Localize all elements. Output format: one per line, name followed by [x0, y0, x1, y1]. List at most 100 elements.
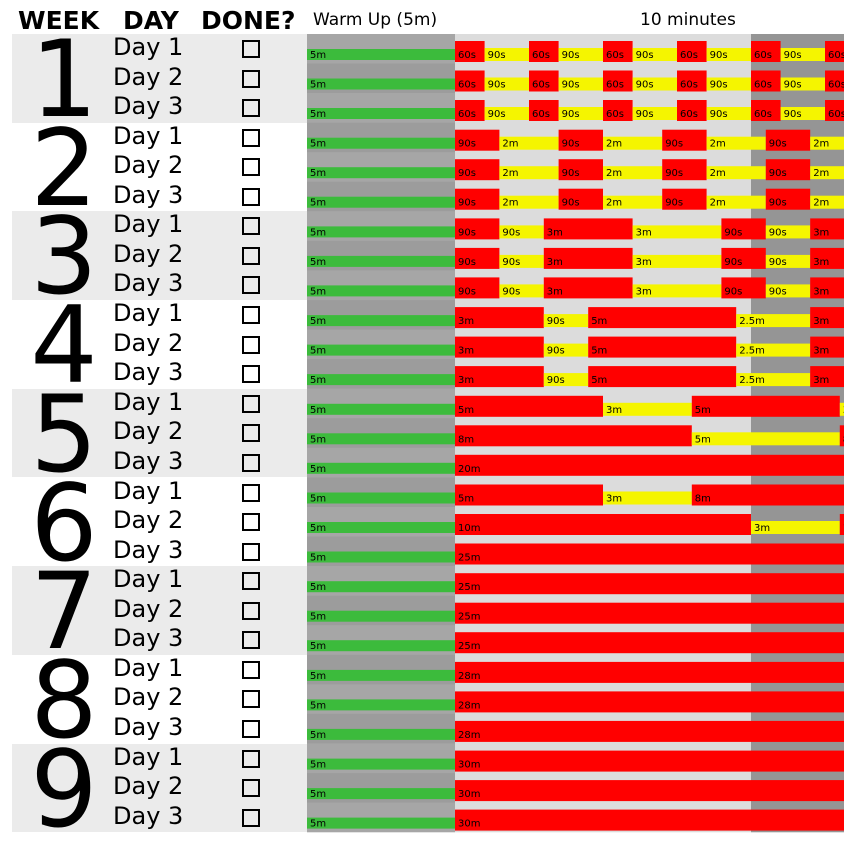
run-interval-bar	[455, 573, 844, 595]
done-checkbox[interactable]	[242, 158, 260, 177]
warmup-bar	[307, 788, 455, 800]
walk-interval-label: 2m	[813, 168, 829, 179]
warmup-bar	[307, 610, 455, 622]
warmup-bar	[307, 462, 455, 474]
warmup-bar	[307, 551, 455, 563]
done-checkbox[interactable]	[242, 660, 260, 679]
done-checkbox[interactable]	[242, 394, 260, 413]
walk-interval-bar	[736, 343, 811, 357]
warmup-bar-label: 5m	[310, 109, 326, 120]
run-interval-bar	[543, 247, 633, 269]
run-interval-bar	[455, 70, 485, 92]
warmup-bar-label: 5m	[310, 464, 326, 475]
run-interval-bar	[455, 41, 485, 62]
warmup-bar	[307, 433, 455, 445]
walk-interval-label: 90s	[562, 80, 580, 91]
done-checkbox[interactable]	[242, 631, 260, 650]
done-checkbox[interactable]	[242, 276, 260, 295]
run-interval-label: 60s	[458, 109, 476, 120]
done-checkbox[interactable]	[242, 719, 260, 738]
run-interval-bar	[765, 159, 811, 181]
run-interval-label: 8m	[695, 494, 711, 505]
run-interval-label: 25m	[458, 612, 480, 623]
done-checkbox[interactable]	[242, 542, 260, 561]
week-number: 4	[30, 284, 98, 408]
run-interval-label: 60s	[606, 50, 624, 61]
done-checkbox[interactable]	[242, 601, 260, 620]
day-label: Day 3	[113, 535, 184, 564]
done-checkbox[interactable]	[242, 690, 260, 709]
done-checkbox[interactable]	[242, 453, 260, 472]
walk-interval-bar	[780, 48, 825, 61]
done-checkbox[interactable]	[242, 335, 260, 354]
warmup-bar	[307, 49, 455, 60]
run-interval-label: 28m	[458, 671, 480, 682]
walk-interval-bar	[632, 107, 677, 120]
walk-interval-bar	[810, 166, 844, 180]
walk-interval-label: 3m	[606, 405, 622, 416]
run-interval-label: 3m	[813, 375, 829, 386]
day-label: Day 2	[113, 506, 184, 534]
day-label: Day 2	[113, 62, 184, 91]
done-checkbox[interactable]	[242, 424, 260, 443]
walk-interval-label: 3m	[754, 523, 770, 534]
week-number: 6	[30, 461, 98, 585]
run-interval-label: 60s	[532, 109, 550, 120]
walk-interval-label: 3m	[636, 286, 652, 297]
done-checkbox[interactable]	[242, 40, 260, 58]
run-interval-label: 90s	[562, 139, 580, 150]
run-interval-label: 90s	[458, 286, 476, 297]
done-checkbox[interactable]	[242, 187, 260, 206]
done-checkbox[interactable]	[242, 306, 260, 325]
run-interval-bar	[455, 336, 544, 358]
run-interval-bar	[455, 247, 500, 269]
run-interval-bar	[588, 366, 737, 388]
done-checkbox[interactable]	[242, 128, 260, 147]
done-checkbox[interactable]	[242, 808, 260, 827]
warmup-bar	[307, 255, 455, 267]
done-checkbox[interactable]	[242, 572, 260, 591]
done-checkbox[interactable]	[242, 483, 260, 502]
walk-interval-bar	[706, 136, 766, 150]
done-checkbox[interactable]	[242, 749, 260, 768]
done-checkbox[interactable]	[242, 69, 260, 88]
run-interval-bar	[677, 100, 707, 121]
run-interval-label: 60s	[754, 50, 772, 61]
walk-interval-bar	[558, 77, 603, 91]
walk-interval-label: 2.5m	[739, 316, 765, 327]
walk-interval-label: 90s	[769, 257, 787, 268]
warmup-bar	[307, 758, 455, 770]
run-interval-bar	[529, 41, 559, 62]
done-checkbox[interactable]	[242, 217, 260, 236]
run-interval-label: 60s	[606, 109, 624, 120]
run-interval-label: 90s	[458, 168, 476, 179]
walk-interval-label: 2m	[813, 139, 829, 150]
day-label: Day 1	[113, 742, 184, 771]
done-checkbox[interactable]	[242, 779, 260, 798]
walk-interval-label: 90s	[710, 50, 728, 61]
done-checkbox[interactable]	[242, 513, 260, 531]
done-checkbox[interactable]	[242, 365, 260, 384]
warmup-bar-label: 5m	[310, 789, 326, 800]
walk-interval-bar	[603, 402, 692, 416]
done-checkbox[interactable]	[242, 99, 260, 117]
run-interval-label: 5m	[591, 375, 607, 386]
walk-interval-bar	[543, 373, 589, 387]
run-interval-bar	[603, 100, 633, 121]
run-interval-bar	[662, 188, 707, 210]
run-interval-label: 30m	[458, 819, 480, 830]
warmup-bar-label: 5m	[310, 819, 326, 830]
run-interval-bar	[810, 247, 844, 269]
run-interval-label: 90s	[458, 257, 476, 268]
run-interval-bar	[751, 100, 781, 121]
run-interval-label: 3m	[458, 346, 474, 357]
warmup-bar-label: 5m	[310, 375, 326, 386]
done-checkbox[interactable]	[242, 246, 260, 265]
run-interval-bar	[721, 247, 766, 269]
run-interval-bar	[543, 277, 633, 299]
warmup-bar	[307, 492, 455, 504]
walk-interval-bar	[603, 166, 663, 180]
walk-interval-label: 90s	[488, 80, 506, 91]
day-label: Day 1	[113, 387, 184, 416]
day-label: Day 2	[113, 772, 184, 801]
